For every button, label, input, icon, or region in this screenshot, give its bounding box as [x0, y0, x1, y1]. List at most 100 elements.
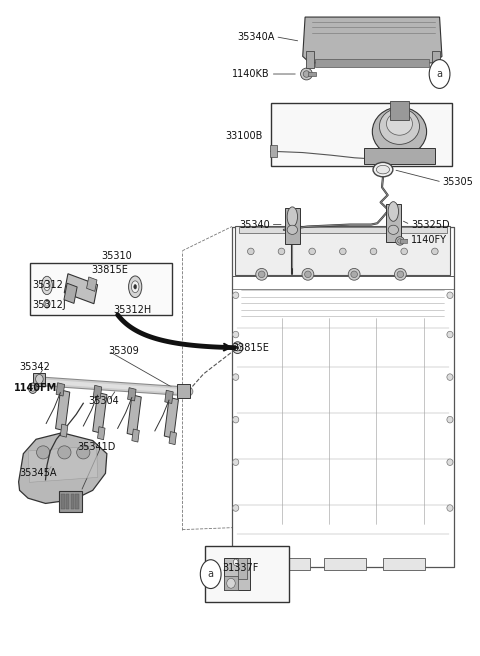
- Ellipse shape: [278, 248, 285, 255]
- Polygon shape: [238, 558, 247, 579]
- Text: 35345A: 35345A: [20, 468, 57, 478]
- Ellipse shape: [36, 375, 43, 384]
- Polygon shape: [177, 384, 191, 398]
- Ellipse shape: [58, 446, 71, 459]
- Polygon shape: [59, 491, 83, 512]
- Polygon shape: [400, 239, 407, 243]
- Ellipse shape: [36, 446, 50, 459]
- Ellipse shape: [447, 417, 453, 423]
- Polygon shape: [97, 426, 105, 440]
- Polygon shape: [386, 204, 401, 242]
- Ellipse shape: [44, 280, 50, 291]
- Ellipse shape: [132, 281, 139, 293]
- Text: 35340: 35340: [239, 220, 270, 230]
- Text: 35325D: 35325D: [411, 220, 450, 230]
- Ellipse shape: [45, 302, 48, 306]
- Polygon shape: [64, 274, 97, 304]
- Polygon shape: [132, 429, 139, 442]
- Ellipse shape: [233, 374, 239, 380]
- Ellipse shape: [372, 107, 427, 156]
- Ellipse shape: [305, 271, 311, 277]
- Text: 31337F: 31337F: [223, 564, 259, 573]
- Bar: [271, 104, 452, 166]
- Ellipse shape: [388, 225, 398, 234]
- Ellipse shape: [376, 165, 390, 174]
- Polygon shape: [224, 558, 250, 590]
- Ellipse shape: [447, 292, 453, 298]
- Ellipse shape: [303, 71, 310, 77]
- Ellipse shape: [227, 579, 235, 588]
- Polygon shape: [267, 558, 310, 569]
- Ellipse shape: [256, 268, 267, 280]
- Polygon shape: [34, 373, 45, 386]
- Polygon shape: [66, 494, 69, 508]
- Polygon shape: [383, 558, 425, 569]
- Ellipse shape: [237, 346, 239, 349]
- Polygon shape: [224, 576, 238, 590]
- Polygon shape: [86, 277, 97, 291]
- Ellipse shape: [77, 446, 90, 459]
- Polygon shape: [432, 51, 440, 68]
- Polygon shape: [324, 558, 366, 569]
- Ellipse shape: [233, 459, 239, 466]
- Ellipse shape: [447, 504, 453, 511]
- Text: a: a: [208, 569, 214, 579]
- Text: 35340A: 35340A: [237, 31, 275, 42]
- Polygon shape: [303, 17, 442, 63]
- Ellipse shape: [379, 108, 420, 144]
- Ellipse shape: [348, 268, 360, 280]
- Ellipse shape: [233, 417, 239, 423]
- Ellipse shape: [44, 300, 50, 308]
- Ellipse shape: [447, 459, 453, 466]
- Ellipse shape: [28, 383, 37, 394]
- Ellipse shape: [232, 342, 243, 354]
- Ellipse shape: [447, 331, 453, 338]
- Polygon shape: [306, 51, 314, 68]
- Polygon shape: [285, 208, 300, 244]
- Text: 1140FY: 1140FY: [411, 235, 447, 245]
- Text: 35305: 35305: [442, 177, 473, 187]
- Polygon shape: [236, 226, 450, 276]
- Polygon shape: [128, 388, 136, 401]
- Polygon shape: [127, 395, 141, 436]
- Text: 35304: 35304: [88, 396, 119, 406]
- Text: a: a: [437, 69, 443, 79]
- Polygon shape: [164, 398, 179, 438]
- Ellipse shape: [432, 248, 438, 255]
- Polygon shape: [60, 424, 68, 437]
- Polygon shape: [75, 494, 79, 508]
- Text: 35341D: 35341D: [78, 442, 116, 452]
- Ellipse shape: [287, 207, 298, 226]
- Ellipse shape: [235, 344, 240, 351]
- Ellipse shape: [370, 248, 377, 255]
- Ellipse shape: [396, 237, 404, 245]
- Ellipse shape: [30, 385, 35, 391]
- Ellipse shape: [258, 271, 265, 277]
- Polygon shape: [28, 446, 98, 482]
- Ellipse shape: [397, 271, 404, 277]
- Polygon shape: [93, 385, 102, 399]
- Polygon shape: [56, 390, 70, 431]
- Ellipse shape: [41, 276, 52, 295]
- Text: 1140FM: 1140FM: [14, 383, 57, 393]
- Ellipse shape: [302, 268, 314, 280]
- Text: 33815E: 33815E: [92, 266, 129, 276]
- Circle shape: [200, 560, 221, 588]
- Ellipse shape: [447, 374, 453, 380]
- Text: 33100B: 33100B: [225, 131, 263, 141]
- Text: 35310: 35310: [101, 251, 132, 261]
- Ellipse shape: [373, 163, 393, 176]
- Polygon shape: [390, 101, 409, 121]
- Text: 33815E: 33815E: [232, 342, 269, 353]
- Ellipse shape: [386, 112, 412, 135]
- Circle shape: [429, 60, 450, 89]
- Polygon shape: [56, 382, 64, 396]
- Ellipse shape: [233, 559, 238, 565]
- Ellipse shape: [351, 271, 358, 277]
- Text: 35312: 35312: [33, 281, 64, 291]
- Ellipse shape: [248, 248, 254, 255]
- Ellipse shape: [233, 292, 239, 298]
- Ellipse shape: [388, 201, 398, 221]
- Polygon shape: [165, 390, 173, 403]
- Text: 35312J: 35312J: [33, 300, 67, 310]
